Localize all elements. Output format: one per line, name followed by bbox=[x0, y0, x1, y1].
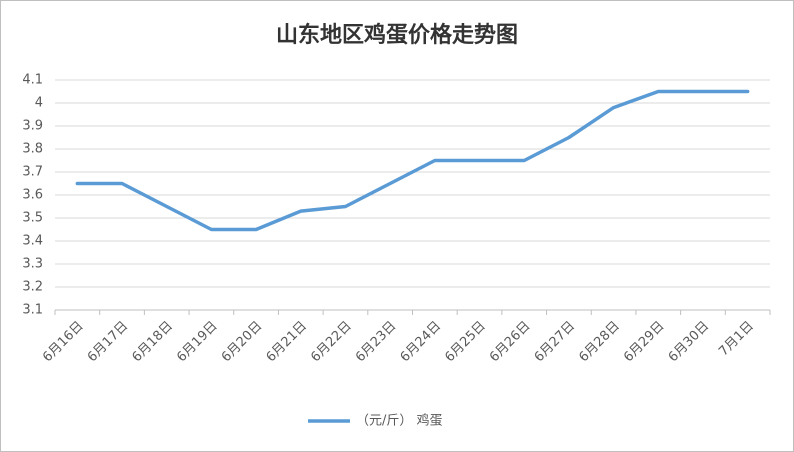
y-tick-label: 4 bbox=[35, 96, 43, 111]
legend-label: （元/斤） 鸡蛋 bbox=[356, 413, 443, 429]
chart-title: 山东地区鸡蛋价格走势图 bbox=[276, 22, 518, 48]
y-tick-label: 3.6 bbox=[22, 188, 43, 203]
y-tick-label: 4.1 bbox=[22, 73, 43, 88]
y-tick-label: 3.2 bbox=[22, 280, 43, 295]
line-series bbox=[75, 89, 750, 232]
y-tick-label: 3.3 bbox=[22, 257, 43, 272]
y-tick-label: 3.8 bbox=[22, 142, 43, 157]
y-tick-label: 3.5 bbox=[22, 211, 43, 226]
y-tick-label: 3.1 bbox=[22, 303, 43, 318]
y-tick-label: 3.9 bbox=[22, 119, 43, 134]
y-tick-label: 3.4 bbox=[22, 234, 43, 249]
y-tick-label: 3.7 bbox=[22, 165, 43, 180]
